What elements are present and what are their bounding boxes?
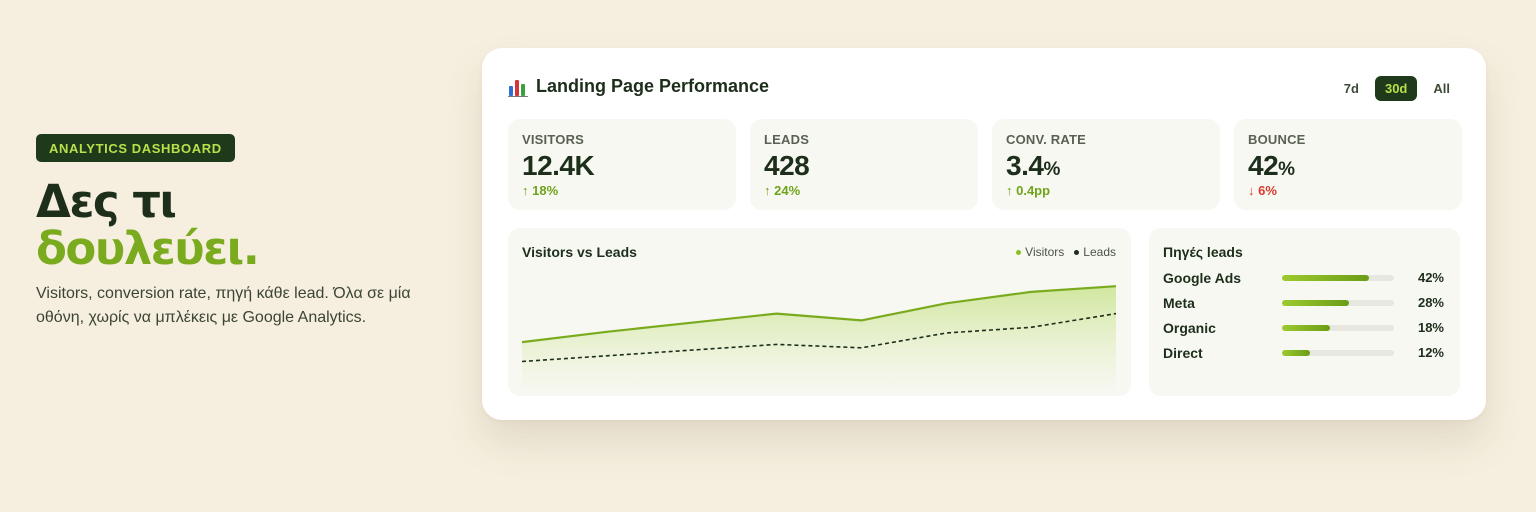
- section-badge: ANALYTICS DASHBOARD: [36, 134, 235, 162]
- visitors-area: [522, 286, 1116, 396]
- visitors-leads-chart: Visitors vs Leads Visitors Leads: [508, 228, 1131, 396]
- stat-tiles: VISITORS 12.4K ↑ 18% LEADS 428 ↑ 24% CON…: [508, 119, 1462, 210]
- stat-unit: %: [1043, 159, 1060, 180]
- source-row: Organic 18%: [1163, 315, 1446, 340]
- stat-value: 12.4K: [522, 150, 722, 182]
- hero-section: ANALYTICS DASHBOARD Δες τι δουλεύει. Vis…: [36, 134, 456, 330]
- bar-chart-icon: [508, 77, 528, 97]
- stat-label: VISITORS: [522, 132, 585, 147]
- date-range-selector: 7d 30d All: [1334, 76, 1460, 101]
- headline-line-2: δουλεύει.: [36, 222, 260, 275]
- stat-value: 42%: [1248, 150, 1448, 182]
- stat-value: 3.4%: [1006, 150, 1206, 182]
- legend-label: Leads: [1083, 245, 1116, 259]
- stat-delta: ↓ 6%: [1248, 183, 1277, 198]
- stat-delta: ↑ 18%: [522, 183, 559, 198]
- lead-sources-panel: Πηγές leads Google Ads 42% Meta 28% Orga…: [1149, 228, 1460, 396]
- source-percent: 42%: [1417, 270, 1444, 285]
- source-bar: [1282, 349, 1394, 356]
- chart-canvas: [521, 285, 1117, 396]
- source-row: Meta 28%: [1163, 290, 1446, 315]
- stat-label: CONV. RATE: [1006, 132, 1087, 147]
- source-bar: [1282, 274, 1394, 281]
- chart-legend: Visitors Leads: [1016, 245, 1116, 259]
- legend-label: Visitors: [1025, 245, 1065, 259]
- source-percent: 18%: [1417, 320, 1444, 335]
- stat-leads: LEADS 428 ↑ 24%: [750, 119, 978, 210]
- headline-line-1: Δες τι: [36, 175, 177, 228]
- source-percent: 28%: [1417, 295, 1444, 310]
- stat-visitors: VISITORS 12.4K ↑ 18%: [508, 119, 736, 210]
- stat-unit: %: [1278, 159, 1295, 180]
- stat-bounce: BOUNCE 42% ↓ 6%: [1234, 119, 1462, 210]
- hero-headline: Δες τι δουλεύει.: [36, 178, 456, 272]
- chart-title: Visitors vs Leads: [522, 244, 637, 260]
- stat-delta: ↑ 0.4pp: [1006, 183, 1051, 198]
- legend-visitors: Visitors: [1016, 245, 1064, 259]
- range-all-button[interactable]: All: [1423, 76, 1460, 101]
- card-title: Landing Page Performance: [508, 76, 769, 97]
- leads-line: [521, 312, 1117, 363]
- stat-label: BOUNCE: [1248, 132, 1306, 147]
- hero-subtitle: Visitors, conversion rate, πηγή κάθε lea…: [36, 285, 411, 326]
- range-30d-button[interactable]: 30d: [1374, 76, 1418, 101]
- source-name: Direct: [1163, 344, 1203, 361]
- sources-list: Google Ads 42% Meta 28% Organic 18% Dire…: [1163, 265, 1446, 365]
- stat-conv-rate: CONV. RATE 3.4% ↑ 0.4pp: [992, 119, 1220, 210]
- stat-delta: ↑ 24%: [764, 183, 801, 198]
- source-row: Direct 12%: [1163, 340, 1446, 365]
- source-bar-fill: [1282, 324, 1331, 331]
- card-header: Landing Page Performance 7d 30d All: [508, 74, 1460, 102]
- source-bar-fill: [1282, 274, 1370, 281]
- stat-value: 428: [764, 150, 964, 182]
- source-name: Meta: [1163, 294, 1195, 311]
- legend-dot-leads: [1074, 249, 1080, 255]
- range-7d-button[interactable]: 7d: [1334, 76, 1369, 101]
- source-bar-fill: [1282, 299, 1350, 306]
- source-row: Google Ads 42%: [1163, 265, 1446, 290]
- stat-number: 428: [764, 150, 810, 181]
- legend-dot-visitors: [1016, 249, 1022, 255]
- stat-number: 12.4K: [522, 150, 595, 181]
- visitors-line: [521, 285, 1117, 344]
- sources-title: Πηγές leads: [1163, 244, 1243, 260]
- source-bar-fill: [1282, 349, 1310, 356]
- dashboard-card: Landing Page Performance 7d 30d All VISI…: [482, 48, 1486, 420]
- source-bar: [1282, 324, 1394, 331]
- source-bar: [1282, 299, 1394, 306]
- card-title-text: Landing Page Performance: [536, 76, 770, 96]
- source-name: Organic: [1163, 319, 1216, 336]
- stat-number: 3.4: [1006, 150, 1044, 181]
- stat-label: LEADS: [764, 132, 810, 147]
- source-name: Google Ads: [1163, 269, 1242, 286]
- legend-leads: Leads: [1074, 245, 1116, 259]
- source-percent: 12%: [1417, 345, 1444, 360]
- stat-number: 42: [1248, 150, 1279, 181]
